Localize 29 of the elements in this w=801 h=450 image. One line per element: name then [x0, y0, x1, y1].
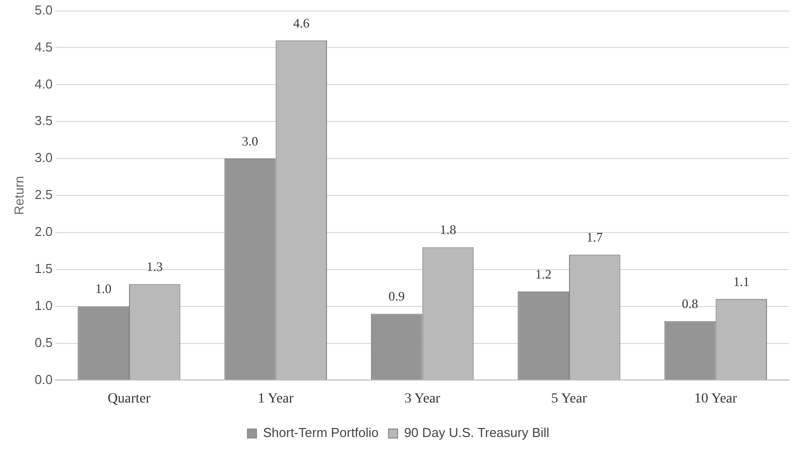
- data-label: 1.2: [535, 266, 552, 282]
- y-tick-label: 4.5: [34, 39, 53, 54]
- x-tick-label: Quarter: [108, 391, 151, 406]
- legend-label: Short-Term Portfolio: [262, 425, 379, 440]
- data-label: 3.0: [242, 133, 258, 148]
- y-tick-label: 2.5: [34, 187, 53, 202]
- x-tick-label: 10 Year: [694, 391, 738, 406]
- y-tick-label: 0.0: [34, 372, 53, 387]
- data-label: 1.7: [586, 230, 604, 245]
- y-axis-title: Return: [11, 176, 26, 216]
- y-tick-label: 4.0: [34, 76, 53, 92]
- data-label: 0.9: [388, 288, 405, 304]
- x-tick-label: 3 Year: [404, 391, 441, 406]
- y-tick-label: 2.0: [34, 224, 53, 240]
- data-label: 1.0: [95, 281, 112, 296]
- data-label: 1.1: [733, 274, 750, 289]
- y-tick-label: 3.5: [34, 113, 53, 128]
- data-label: 0.8: [682, 296, 698, 312]
- x-tick-label: 1 Year: [258, 391, 294, 406]
- legend-label: 90 Day U.S. Treasury Bill: [404, 425, 550, 440]
- data-label: 4.6: [293, 15, 310, 30]
- data-label: 1.8: [440, 222, 456, 238]
- y-tick-label: 3.0: [34, 150, 53, 166]
- y-tick-label: 5.0: [34, 2, 53, 18]
- data-label: 1.3: [146, 259, 163, 274]
- y-tick-label: 1.0: [34, 298, 53, 313]
- y-tick-label: 1.5: [34, 260, 53, 276]
- x-tick-label: 5 Year: [551, 391, 588, 406]
- y-tick-label: 0.5: [34, 334, 53, 350]
